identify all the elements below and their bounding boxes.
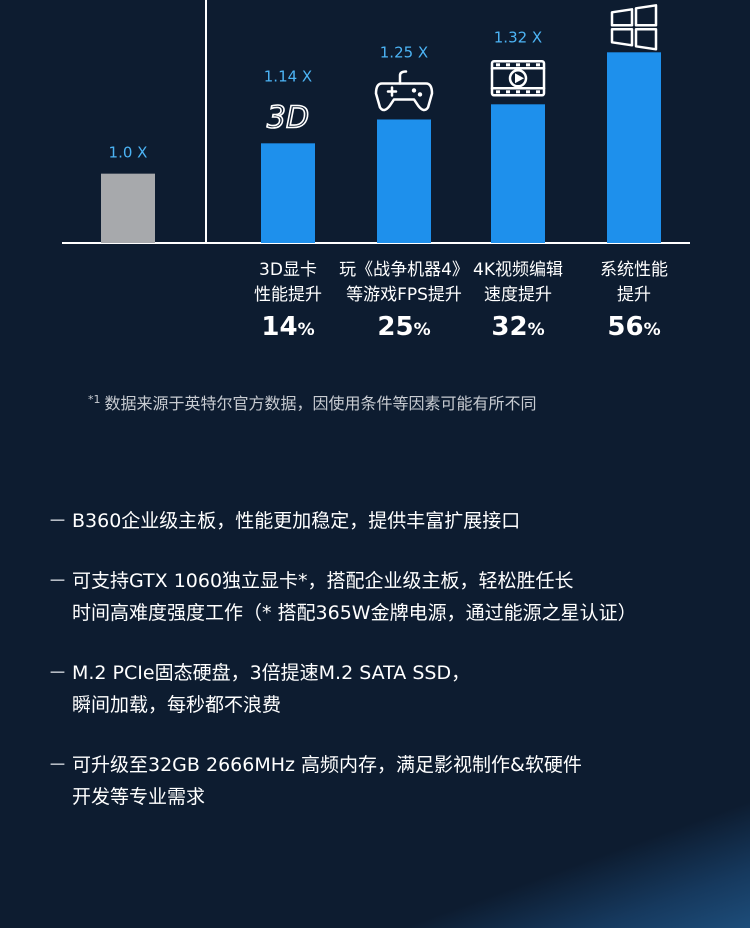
feature-line: 可支持GTX 1060独立显卡*，搭配企业级主板，轻松胜任长 xyxy=(72,570,574,592)
percent-label: 25% xyxy=(377,312,431,342)
value-label: 1.25 X xyxy=(380,43,428,61)
bullet-dash: － xyxy=(48,510,68,532)
bar xyxy=(377,119,431,243)
feature-line: 可升级至32GB 2666MHz 高频内存，满足影视制作&软硬件 xyxy=(72,754,582,776)
category-label: 玩《战争机器4》 等游戏FPS提升 xyxy=(339,260,469,305)
feature-list: － B360企业级主板，性能更加稳定，提供丰富扩展接口 － 可支持GTX 106… xyxy=(48,505,728,841)
bar xyxy=(101,173,155,243)
category-label: 系统性能 提升 xyxy=(600,260,668,305)
feature-line: M.2 PCIe固态硬盘，3倍提速M.2 SATA SSD， xyxy=(72,662,471,684)
feature-line: 时间高难度强度工作（* 搭配365W金牌电源，通过能源之星认证） xyxy=(72,602,637,624)
footnote-text: 数据来源于英特尔官方数据，因使用条件等因素可能有所不同 xyxy=(104,394,537,413)
feature-line: 瞬间加载，每秒都不浪费 xyxy=(72,694,282,716)
percent-label: 56% xyxy=(607,312,661,342)
feature-item: － M.2 PCIe固态硬盘，3倍提速M.2 SATA SSD， 瞬间加载，每秒… xyxy=(48,657,728,721)
gamepad-icon xyxy=(374,70,434,112)
feature-line: 开发等专业需求 xyxy=(72,786,206,808)
bar-chart: 1.0 X1.14 X1.25 X1.32 X1.56 X 3D xyxy=(62,0,690,244)
feature-item: － 可升级至32GB 2666MHz 高频内存，满足影视制作&软硬件 开发等专业… xyxy=(48,749,728,813)
category-label: 3D显卡 性能提升 xyxy=(254,260,322,305)
3d-icon: 3D xyxy=(266,100,310,137)
feature-line: B360企业级主板，性能更加稳定，提供丰富扩展接口 xyxy=(72,510,521,532)
bar xyxy=(491,104,545,243)
bullet-dash: － xyxy=(48,754,68,776)
background-glow xyxy=(390,778,750,928)
feature-item: － 可支持GTX 1060独立显卡*，搭配企业级主板，轻松胜任长 时间高难度强度… xyxy=(48,565,728,629)
footnote-marker: *1 xyxy=(88,392,101,406)
windows-icon xyxy=(610,4,658,51)
percent-label: 32% xyxy=(491,312,545,342)
svg-text:3D: 3D xyxy=(267,100,309,135)
value-label: 1.0 X xyxy=(109,144,148,162)
bar xyxy=(607,52,661,243)
bullet-dash: － xyxy=(48,662,68,684)
percent-label: 14% xyxy=(261,312,315,342)
video-icon xyxy=(490,60,546,97)
category-label: 4K视频编辑 速度提升 xyxy=(473,260,563,305)
bar xyxy=(261,143,315,243)
value-label: 1.14 X xyxy=(264,67,312,85)
bullet-dash: － xyxy=(48,570,68,592)
footnote: *1 数据来源于英特尔官方数据，因使用条件等因素可能有所不同 xyxy=(88,390,537,414)
feature-item: － B360企业级主板，性能更加稳定，提供丰富扩展接口 xyxy=(48,505,728,537)
value-label: 1.32 X xyxy=(494,28,542,46)
